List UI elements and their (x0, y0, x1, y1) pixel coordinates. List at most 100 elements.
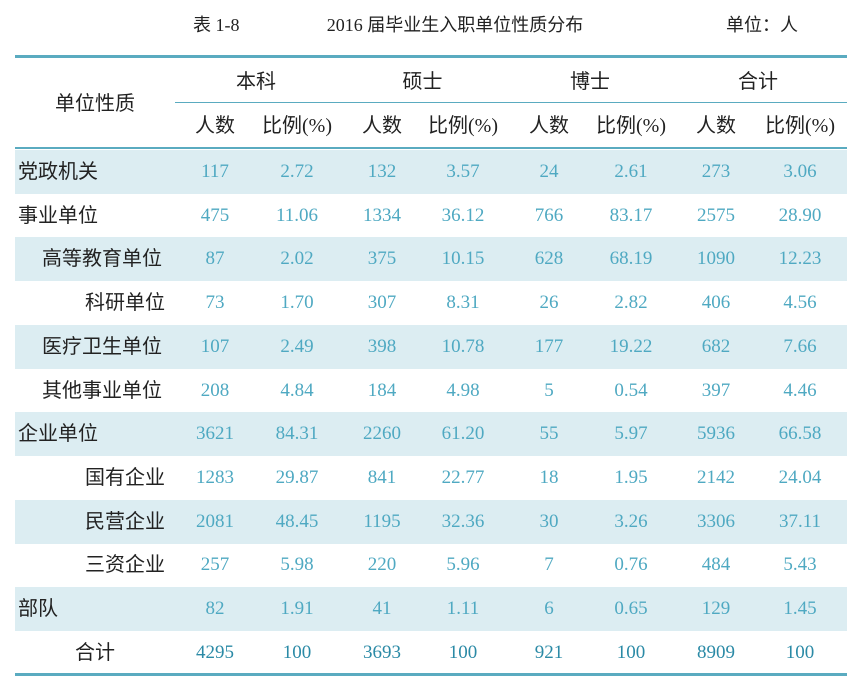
cell: 3306 (697, 510, 735, 532)
cell: 1.70 (280, 292, 314, 314)
sub-header: 人数 (195, 115, 235, 137)
row-band (15, 499, 847, 544)
row-label: 部队 (18, 598, 58, 620)
cell: 2.61 (614, 161, 648, 182)
cell: 66.58 (778, 423, 822, 445)
cell: 1.91 (280, 598, 314, 619)
cell: 5.43 (783, 554, 817, 576)
cell: 2.72 (280, 161, 314, 182)
cell: 8909 (697, 641, 735, 663)
cell: 2.82 (614, 292, 648, 314)
caption-unit: 单位：人 (726, 15, 798, 35)
row-label: 国有企业 (85, 466, 165, 489)
cell: 5936 (697, 423, 735, 445)
cell: 406 (701, 292, 731, 314)
row-label: 事业单位 (18, 204, 98, 227)
cell: 107 (200, 335, 230, 357)
cell: 273 (701, 161, 731, 182)
corner-header: 单位性质 (55, 93, 135, 115)
cell: 841 (367, 466, 397, 488)
cell: 4.98 (446, 379, 480, 401)
cell: 2081 (196, 510, 234, 532)
cell: 32.36 (441, 510, 485, 532)
row-label: 高等教育单位 (42, 248, 162, 271)
cell: 7 (544, 554, 554, 576)
cell: 2575 (697, 204, 735, 226)
row-band (15, 412, 847, 457)
cell: 398 (367, 335, 397, 357)
cell: 177 (534, 335, 564, 357)
cell: 220 (367, 554, 397, 576)
cell: 84.31 (275, 423, 319, 445)
cell: 3621 (196, 423, 234, 445)
cell: 3.26 (614, 510, 648, 532)
sub-header: 比例(%) (262, 115, 332, 137)
cell: 1.95 (614, 466, 648, 488)
cell: 37.11 (778, 510, 822, 532)
caption-title: 2016 届毕业生入职单位性质分布 (326, 15, 584, 35)
row-band (15, 237, 847, 282)
cell: 921 (534, 641, 564, 663)
cell: 2.49 (280, 335, 314, 357)
row-band (15, 587, 847, 631)
cell: 11.06 (275, 204, 319, 226)
cell: 68.19 (609, 248, 653, 270)
cell: 19.22 (609, 335, 653, 357)
header-rule (15, 147, 847, 149)
cell: 475 (200, 204, 230, 226)
cell: 100 (282, 641, 312, 663)
cell: 26 (539, 292, 559, 314)
row-label: 企业单位 (18, 423, 98, 446)
sub-header: 人数 (696, 115, 736, 137)
group-header: 硕士 (402, 71, 443, 93)
cell: 24.04 (778, 466, 822, 488)
cell: 82 (205, 598, 225, 619)
cell: 73 (205, 292, 225, 314)
sub-header: 比例(%) (428, 115, 498, 137)
cell: 100 (785, 641, 815, 663)
cell: 87 (205, 248, 225, 270)
cell: 83.17 (609, 204, 653, 226)
cell: 5 (544, 379, 554, 401)
cell: 5.97 (614, 423, 648, 445)
row-label: 三资企业 (85, 554, 165, 577)
row-label: 合计 (75, 641, 115, 664)
cell: 484 (701, 554, 731, 576)
caption-number: 表 1-8 (193, 15, 240, 35)
row-label: 科研单位 (85, 292, 165, 315)
cell: 397 (701, 379, 731, 401)
cell: 1090 (697, 248, 735, 270)
cell: 24 (539, 161, 559, 182)
sub-header: 比例(%) (596, 115, 666, 137)
cell: 682 (701, 335, 731, 357)
row-label: 民营企业 (85, 510, 165, 533)
cell: 8.31 (446, 292, 480, 314)
cell: 7.66 (783, 335, 817, 357)
cell: 2260 (363, 423, 401, 445)
sub-header: 比例(%) (765, 115, 835, 137)
row-band (15, 324, 847, 369)
cell: 208 (200, 379, 230, 401)
cell: 10.15 (441, 248, 485, 270)
row-band (15, 150, 847, 194)
sub-header: 人数 (529, 115, 569, 137)
cell: 10.78 (441, 335, 485, 357)
cell: 4295 (196, 641, 234, 663)
cell: 6 (544, 598, 554, 619)
cell: 0.54 (614, 379, 648, 401)
row-label: 其他事业单位 (42, 379, 162, 402)
cell: 1195 (363, 510, 401, 532)
sub-header: 人数 (362, 115, 402, 137)
cell: 3.06 (783, 161, 817, 182)
top-rule (15, 55, 847, 58)
cell: 30 (539, 510, 559, 532)
cell: 1334 (363, 204, 401, 226)
cell: 1283 (196, 466, 234, 488)
cell: 22.77 (441, 466, 485, 488)
cell: 41 (372, 598, 392, 619)
cell: 2.02 (280, 248, 314, 270)
cell: 36.12 (441, 204, 485, 226)
group-header: 博士 (570, 71, 610, 93)
cell: 129 (701, 598, 731, 619)
group-rule (175, 102, 847, 103)
